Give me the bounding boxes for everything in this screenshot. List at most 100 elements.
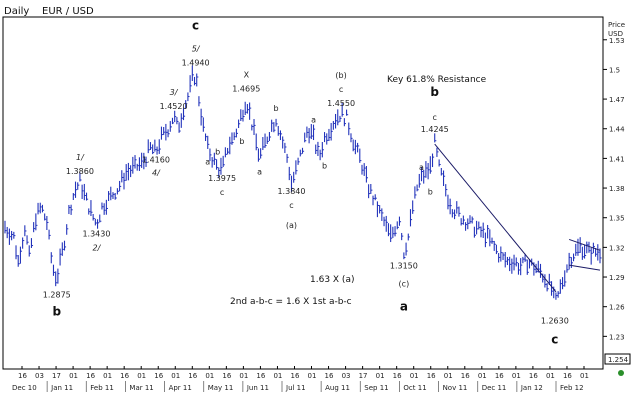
x-month-label: Dec 11 <box>482 384 507 392</box>
wave-label: 2/ <box>93 244 102 253</box>
note-ratio: 1.63 X (a) <box>310 275 354 285</box>
wave-label: b <box>52 305 61 319</box>
wave-label: (a) <box>286 221 297 230</box>
x-tick-label: 03 <box>342 372 351 380</box>
wave-label: b <box>430 85 439 99</box>
x-tick-label: 16 <box>256 372 265 380</box>
wave-label: b <box>239 137 244 146</box>
wave-label: 1.4160 <box>142 155 170 164</box>
wave-label: b <box>428 187 433 196</box>
x-month-label: Dec 10 <box>12 384 37 392</box>
y-tick-label: 1.41 <box>609 155 625 163</box>
x-tick-label: 16 <box>461 372 470 380</box>
x-tick-label: 16 <box>86 372 95 380</box>
x-tick-label: 01 <box>478 372 487 380</box>
x-month-label: Feb 12 <box>560 384 584 392</box>
y-tick-label: 1.47 <box>609 96 625 104</box>
wave-labels: 1.2875 b 1.3860 1/1.3430 2/1.4520 3/1.4160 4/1… <box>43 18 569 346</box>
x-tick-label: 16 <box>290 372 299 380</box>
wave-label: c <box>339 85 343 94</box>
downtrend-line <box>434 143 557 293</box>
x-month-label: Jan 11 <box>50 384 73 392</box>
x-month-label: Nov 11 <box>443 384 468 392</box>
wave-label: c <box>551 333 558 347</box>
x-tick-label: 01 <box>239 372 248 380</box>
y-axis-title-line1: Price <box>608 21 625 29</box>
x-month-label: Mar 11 <box>129 384 153 392</box>
x-tick-label: 03 <box>35 372 44 380</box>
y-tick-label: 1.5 <box>609 66 620 74</box>
x-month-label: Jul 11 <box>285 384 306 392</box>
x-month-label: Jun 11 <box>246 384 269 392</box>
y-axis-ticks: 1.23 1.26 1.29 1.32 1.35 1.38 1.41 1.44 1.47 1.5 1… <box>603 37 625 341</box>
x-tick-label: 16 <box>222 372 231 380</box>
note-abc: 2nd a-b-c = 1.6 X 1st a-b-c <box>230 297 352 307</box>
x-tick-label: 16 <box>427 372 436 380</box>
wave-label: a <box>311 116 316 125</box>
wave-label: a <box>205 158 210 167</box>
x-tick-label: 01 <box>308 372 317 380</box>
wave-label: 1.4550 <box>327 99 355 108</box>
wave-label: 1.3860 <box>66 167 94 176</box>
x-tick-label: 01 <box>205 372 214 380</box>
x-tick-label: 16 <box>18 372 27 380</box>
wave-label: 1.3150 <box>390 261 418 270</box>
wave-label: a <box>257 167 262 176</box>
y-tick-label: 1.53 <box>609 37 625 45</box>
wave-label: c <box>192 18 199 32</box>
y-axis-title-line2: USD <box>608 30 623 38</box>
x-tick-label: 17 <box>52 372 61 380</box>
x-tick-label: 01 <box>512 372 521 380</box>
wave-label: 1.4520 <box>160 102 188 111</box>
x-tick-label: 01 <box>546 372 555 380</box>
wave-label: 1.3430 <box>82 230 110 239</box>
x-tick-label: 01 <box>580 372 589 380</box>
last-price-box <box>604 353 631 365</box>
x-tick-label: 16 <box>188 372 197 380</box>
y-tick-label: 1.23 <box>609 333 625 341</box>
wave-label: 1.2875 <box>43 291 71 300</box>
x-tick-label: 17 <box>359 372 368 380</box>
x-tick-label: 16 <box>495 372 504 380</box>
wave-label: 5/ <box>192 44 201 53</box>
chart-symbol: EUR / USD <box>42 6 94 17</box>
x-tick-label: 16 <box>154 372 163 380</box>
wave-label: 1.3975 <box>208 174 236 183</box>
wave-label: b <box>274 104 279 113</box>
x-tick-label: 01 <box>171 372 180 380</box>
x-tick-label: 01 <box>137 372 146 380</box>
x-tick-label: 16 <box>563 372 572 380</box>
wave-label: 1.2630 <box>541 317 569 326</box>
x-tick-label: 16 <box>325 372 334 380</box>
x-tick-label: 01 <box>273 372 282 380</box>
wave-label: 1/ <box>76 153 85 162</box>
wave-label: (b) <box>335 71 346 80</box>
x-tick-label: 16 <box>529 372 538 380</box>
triangle-upper-line <box>568 238 601 251</box>
wave-label: c <box>289 201 293 210</box>
last-price-text: 1.254 <box>608 356 629 364</box>
x-tick-label: 16 <box>393 372 402 380</box>
x-axis-ticks: 16 03 17 01 16 01 16 01 16 01 16 01 16 01 16 01 16 01 16 03… <box>12 366 589 392</box>
wave-label: a <box>419 163 424 172</box>
x-tick-label: 16 <box>120 372 129 380</box>
chart-period: Daily <box>4 6 29 17</box>
x-tick-label: 01 <box>410 372 419 380</box>
wave-label: 1.3840 <box>277 187 305 196</box>
x-month-label: Sep 11 <box>364 384 388 392</box>
wave-label: 4/ <box>152 168 161 177</box>
price-bars <box>4 65 602 300</box>
y-tick-label: 1.35 <box>609 215 625 223</box>
status-dot <box>618 370 624 376</box>
wave-label: 1.4245 <box>421 125 449 134</box>
y-tick-label: 1.38 <box>609 185 625 193</box>
wave-label: 3/ <box>170 88 179 97</box>
x-month-label: Oct 11 <box>403 384 426 392</box>
x-tick-label: 01 <box>376 372 385 380</box>
x-month-label: Apr 11 <box>169 384 192 392</box>
wave-label: b <box>215 147 220 156</box>
wave-label: 1.4940 <box>182 58 210 67</box>
trend-lines <box>434 143 601 293</box>
wave-label: c <box>220 188 224 197</box>
